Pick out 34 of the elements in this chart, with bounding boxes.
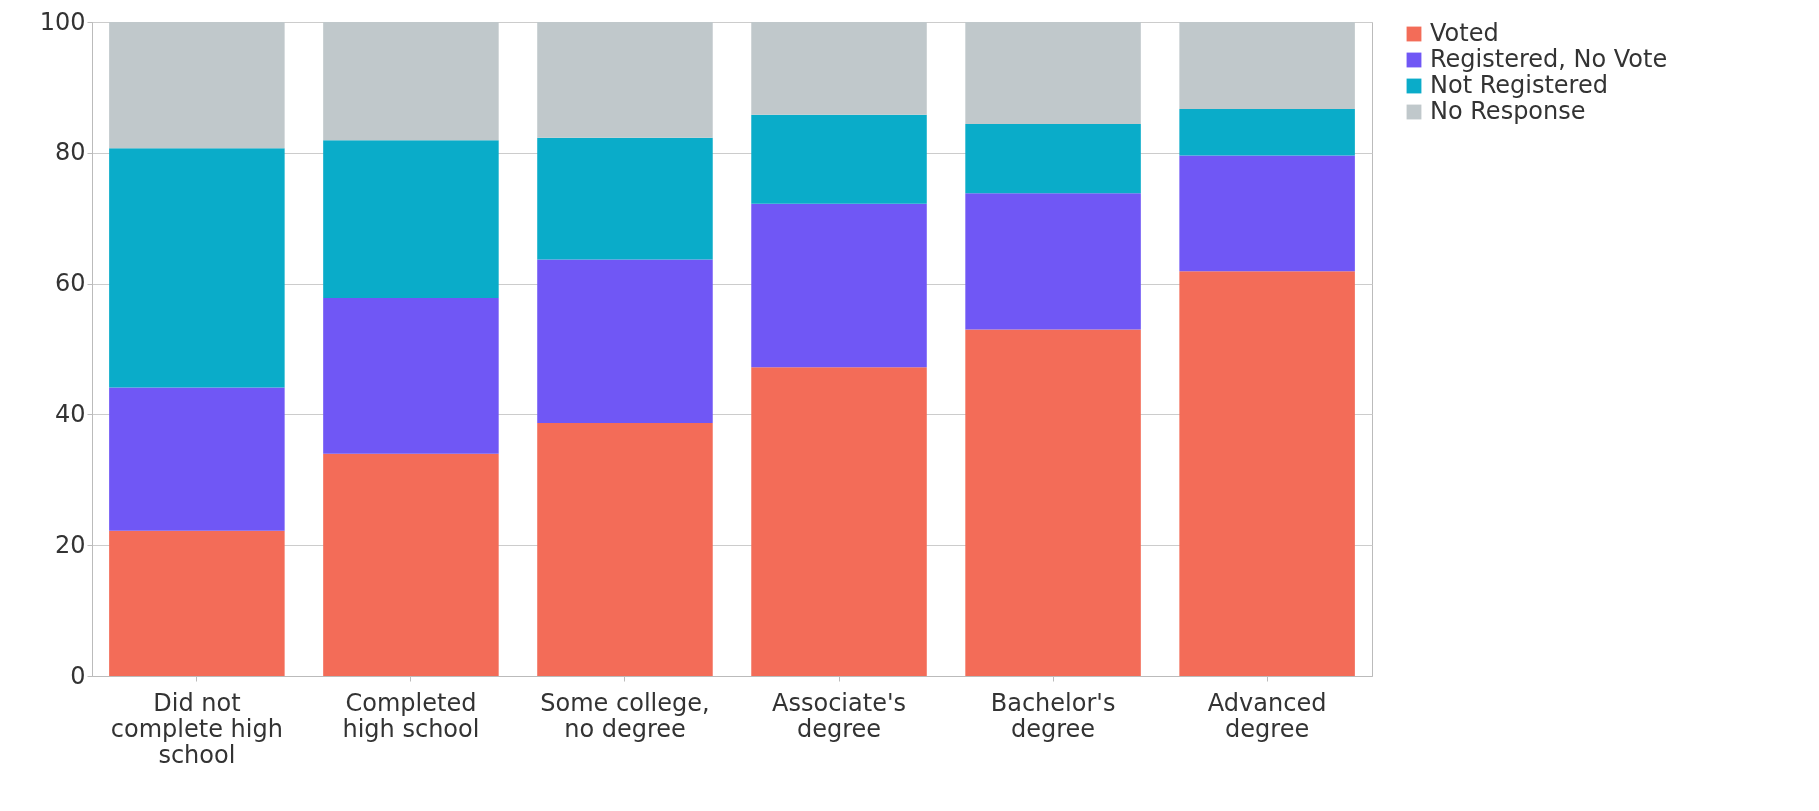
bar [965,124,1141,194]
legend-label: Not Registered [1430,71,1608,99]
bar [965,329,1141,676]
y-tick-label: 20 [54,530,86,559]
bar [1179,108,1355,156]
y-tick-label: 40 [54,399,86,428]
x-tick-label: Bachelor's degree [990,688,1116,743]
bar [537,137,713,260]
bar [537,422,713,676]
x-tick-label: Some college, no degree [540,688,710,743]
y-tick-label: 100 [39,7,86,36]
bar [1179,155,1355,272]
bar [323,297,499,454]
bar [751,203,927,368]
x-tick-label: Associate's degree [772,688,907,743]
legend-label: Voted [1430,19,1499,47]
x-tick-label: Advanced degree [1207,688,1327,743]
bar [751,367,927,676]
bar [109,148,285,388]
legend-label: Registered, No Vote [1430,45,1668,73]
y-tick-label: 80 [54,138,86,167]
bar [109,387,285,531]
bar [323,453,499,676]
y-tick-label: 0 [70,661,86,690]
y-tick-label: 60 [54,269,86,298]
x-tick-label: Did not complete high school [110,688,283,769]
bar [1179,271,1355,676]
bar [109,530,285,676]
bar [965,193,1141,330]
bar [537,259,713,423]
x-tick-label: Completed high school [342,688,480,743]
legend-label: No Response [1430,97,1586,125]
bar [323,140,499,298]
bar [751,114,927,204]
